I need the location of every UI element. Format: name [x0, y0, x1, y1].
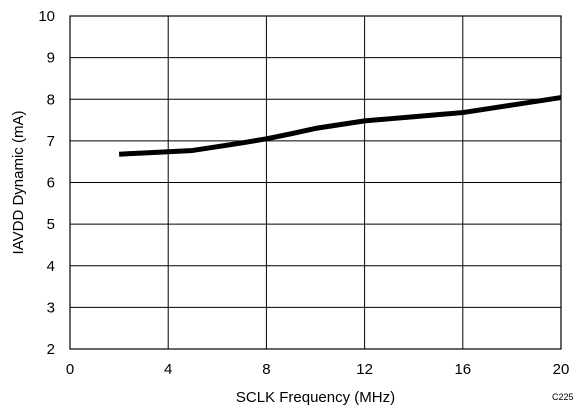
x-tick-label: 8 [262, 361, 270, 378]
y-tick-labels: 2 3 4 5 6 7 8 9 10 [38, 8, 55, 358]
y-tick-label: 8 [47, 91, 55, 108]
figure-code: C225 [552, 392, 574, 402]
x-tick-label: 0 [66, 361, 74, 378]
y-axis-label: IAVDD Dynamic (mA) [10, 111, 27, 255]
y-tick-label: 9 [47, 50, 55, 67]
y-tick-label: 4 [47, 258, 55, 275]
x-axis-label: SCLK Frequency (MHz) [236, 389, 395, 406]
plot-frame [69, 15, 562, 350]
x-tick-label: 4 [164, 361, 172, 378]
series-layer [118, 95, 562, 157]
y-tick-label: 10 [38, 8, 55, 25]
x-tick-label: 16 [454, 361, 471, 378]
y-tick-label: 5 [47, 216, 55, 233]
x-tick-label: 12 [356, 361, 373, 378]
y-tick-label: 3 [47, 299, 55, 316]
y-tick-label: 6 [47, 175, 55, 192]
x-tick-labels: 0 4 8 12 16 20 [66, 361, 570, 378]
x-tick-label: 20 [553, 361, 570, 378]
grid [70, 16, 561, 349]
y-tick-label: 2 [47, 341, 55, 358]
series-line-1 [118, 95, 562, 157]
y-tick-label: 7 [47, 133, 55, 150]
